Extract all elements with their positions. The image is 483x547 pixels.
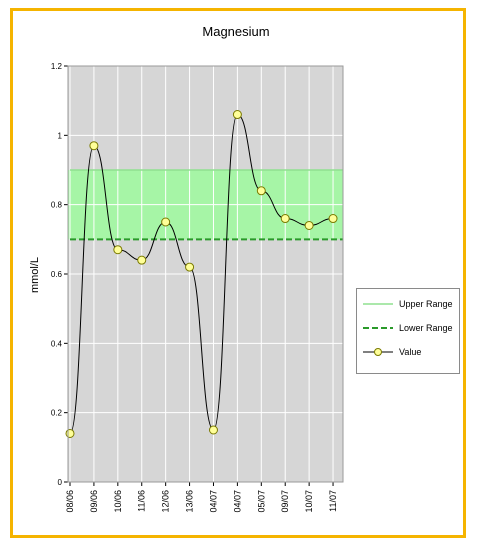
x-tick-label: 08/06 [65,490,75,513]
legend-item-upper-range: Upper Range [363,297,453,311]
y-axis-label: mmol/L [29,257,41,293]
value-point [208,425,218,435]
y-tick-label: 0.4 [51,339,63,348]
x-tick-label: 04/07 [208,490,218,513]
y-tick-label: 1.2 [51,62,63,71]
x-tick-label: 04/07 [232,490,242,513]
value-series-line [69,114,334,434]
y-tick-label: 0.8 [51,201,63,210]
lower-range-swatch [363,323,393,333]
value-point [232,110,242,120]
value-point [256,186,266,196]
legend-item-lower-range: Lower Range [363,321,453,335]
x-tick-label: 11/06 [137,490,147,512]
x-tick-label: 09/07 [280,490,290,513]
upper-range-swatch [363,299,393,309]
x-tick-label: 10/07 [304,490,314,513]
legend-label-lower-range: Lower Range [399,323,453,333]
x-tick-label: 13/06 [185,490,195,513]
plot-area: 0 0.2 0.4 0.6 0.8 1 1.2 08/06 09/06 10/06 11/06 12/… [51,62,344,513]
y-tick-label: 1 [58,131,63,140]
value-point [328,214,338,224]
x-tick-label: 11/07 [328,490,338,512]
x-tick-label: 12/06 [161,490,171,513]
y-tick-label: 0.6 [51,270,63,279]
legend-item-value: Value [363,345,421,359]
x-tick-label: 05/07 [256,490,266,513]
value-swatch [363,347,393,357]
x-tick-label: 09/06 [89,490,99,513]
value-point [304,220,314,230]
value-point [89,141,99,151]
value-point [65,428,75,438]
value-point [185,262,195,272]
value-point [137,255,147,265]
y-tick-label: 0.2 [51,409,63,418]
legend-label-value: Value [399,347,422,357]
value-point [113,245,123,255]
legend-label-upper-range: Upper Range [399,299,453,309]
x-tick-label: 10/06 [113,490,123,513]
legend: Upper Range Lower Range Value [356,288,460,374]
chart-title: Magnesium [202,24,269,39]
value-point [280,214,290,224]
plot-border [67,65,344,483]
value-point [161,217,171,227]
y-tick-label: 0 [58,478,63,487]
